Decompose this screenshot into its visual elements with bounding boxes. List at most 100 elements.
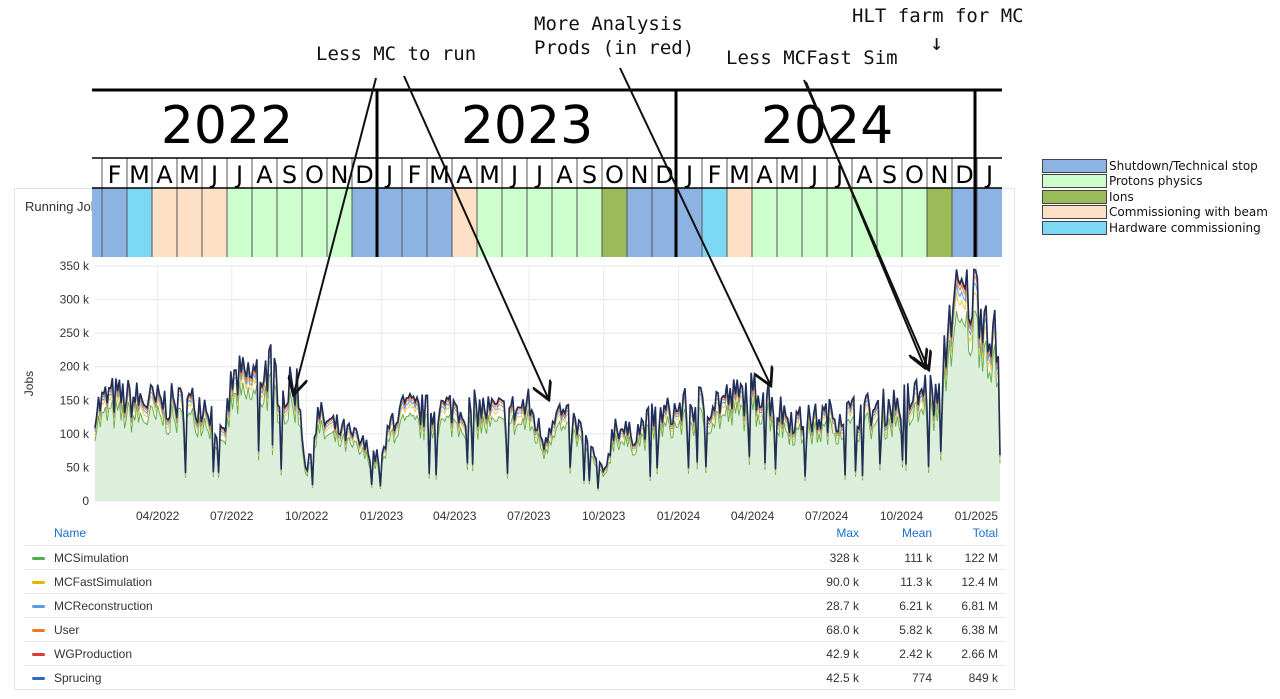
legend-label: Shutdown/Technical stop xyxy=(1109,158,1258,173)
mcsimulation-area xyxy=(95,311,1000,501)
month-status-block xyxy=(602,188,627,257)
month-status-block xyxy=(527,188,552,257)
series-color-swatch xyxy=(32,677,45,680)
month-label: N xyxy=(931,161,949,189)
month-label: M xyxy=(129,161,150,189)
series-max: 42.9 k xyxy=(826,647,859,661)
month-status-block xyxy=(402,188,427,257)
series-mean: 774 xyxy=(911,671,932,685)
month-label: J xyxy=(534,161,543,189)
series-name: User xyxy=(54,623,80,637)
series-mean: 11.3 k xyxy=(900,575,932,589)
month-status-block xyxy=(552,188,577,257)
month-status-block xyxy=(427,188,452,257)
month-status-block xyxy=(677,188,702,257)
y-tick-label: 350 k xyxy=(60,259,90,273)
month-label: M xyxy=(729,161,750,189)
annotation-less-mc: Less MC to run xyxy=(316,43,477,65)
column-header-name[interactable]: Name xyxy=(54,526,87,540)
run-calendar-graphic: JFMAMJJASONDJFMAMJJASONDJFMAMJJASONDJ xyxy=(84,88,1002,257)
x-tick-label: 07/2023 xyxy=(507,509,551,523)
month-status-block xyxy=(727,188,752,257)
running-jobs-chart: 350 k 300 k 250 k 200 k 150 k 100 k 50 k 0 04/20… xyxy=(22,259,1001,523)
mcsimulation-line xyxy=(94,310,1001,491)
month-label: J xyxy=(509,161,518,189)
y-tick-label: 200 k xyxy=(60,360,90,374)
month-status-block xyxy=(977,188,1002,257)
month-label: F xyxy=(708,161,722,189)
series-mean: 6.21 k xyxy=(899,599,932,613)
x-tick-label: 01/2025 xyxy=(955,509,999,523)
table-row[interactable]: MCSimulation 328 k 111 k 122 M xyxy=(24,545,1006,570)
series-color-swatch xyxy=(32,629,45,632)
year-label-2022: 2022 xyxy=(160,96,294,156)
legend-label: Ions xyxy=(1109,189,1134,204)
month-label: A xyxy=(156,161,173,189)
run-calendar: JFMAMJJASONDJFMAMJJASONDJFMAMJJASONDJ 20… xyxy=(84,88,1004,258)
column-header-total[interactable]: Total xyxy=(972,526,998,540)
series-total: 6.38 M xyxy=(961,623,998,637)
series-max: 42.5 k xyxy=(826,671,859,685)
table-row[interactable]: MCReconstruction 28.7 k 6.21 k 6.81 M xyxy=(24,593,1006,618)
month-label: J xyxy=(809,161,818,189)
legend-swatch xyxy=(1042,189,1107,204)
legend-label: Hardware commissioning xyxy=(1109,220,1261,235)
month-label: O xyxy=(305,161,324,189)
series-max: 90.0 k xyxy=(826,575,859,589)
month-label: S xyxy=(882,161,897,189)
month-status-block xyxy=(352,188,377,257)
month-status-block xyxy=(277,188,302,257)
month-status-block xyxy=(127,188,152,257)
month-status-block xyxy=(102,188,127,257)
table-row[interactable]: User 68.0 k 5.82 k 6.38 M xyxy=(24,617,1006,642)
month-status-block xyxy=(777,188,802,257)
legend-swatch xyxy=(1042,174,1107,189)
y-tick-label: 150 k xyxy=(60,393,90,407)
total-line xyxy=(94,268,1001,489)
month-status-block xyxy=(752,188,777,257)
legend-item: Commissioning with beam xyxy=(1042,205,1278,221)
month-status-block xyxy=(92,188,102,257)
month-label: A xyxy=(556,161,573,189)
series-mean: 5.82 k xyxy=(899,623,932,637)
annotation-hlt-farm: HLT farm for MC xyxy=(852,5,1024,27)
month-status-block xyxy=(202,188,227,257)
month-status-block xyxy=(627,188,652,257)
series-max: 68.0 k xyxy=(826,623,859,637)
month-status-block xyxy=(902,188,927,257)
month-label: N xyxy=(331,161,349,189)
month-label: O xyxy=(905,161,924,189)
column-header-mean[interactable]: Mean xyxy=(901,526,932,540)
month-status-block xyxy=(302,188,327,257)
panel-title: Running Jobs xyxy=(25,199,105,214)
month-label: J xyxy=(684,161,693,189)
legend-label: Commissioning with beam xyxy=(1109,205,1268,220)
month-label: A xyxy=(456,161,473,189)
mcreconstruction-line xyxy=(94,282,1001,490)
user-line xyxy=(94,275,1001,489)
month-status-block xyxy=(702,188,727,257)
month-label: J xyxy=(234,161,243,189)
month-label: D xyxy=(955,161,973,189)
annotation-arrow xyxy=(805,81,924,366)
series-total: 12.4 M xyxy=(961,575,998,589)
annotation-arrow xyxy=(619,67,770,384)
table-row[interactable]: WGProduction 42.9 k 2.42 k 2.66 M xyxy=(24,641,1006,666)
month-label: S xyxy=(582,161,597,189)
annotation-hlt-arrow: ↓ xyxy=(930,31,944,56)
series-max: 28.7 k xyxy=(826,599,859,613)
column-header-max[interactable]: Max xyxy=(836,526,859,540)
series-color-swatch xyxy=(32,557,45,560)
series-color-swatch xyxy=(32,605,45,608)
table-row[interactable]: Sprucing 42.5 k 774 849 k xyxy=(24,665,1006,690)
month-status-block xyxy=(327,188,352,257)
y-tick-label: 250 k xyxy=(60,326,90,340)
y-tick-label: 0 xyxy=(82,494,89,508)
x-tick-label: 10/2022 xyxy=(285,509,329,523)
run-status-legend: Shutdown/Technical stop Protons physics Io… xyxy=(1042,158,1278,236)
running-jobs-panel: Running Jobs 350 k 300 k 250 k 200 k 150 k 10… xyxy=(14,188,1015,690)
y-tick-label: 300 k xyxy=(60,293,90,307)
month-label: D xyxy=(355,161,373,189)
table-row[interactable]: MCFastSimulation 90.0 k 11.3 k 12.4 M xyxy=(24,569,1006,594)
month-status-block xyxy=(377,188,402,257)
